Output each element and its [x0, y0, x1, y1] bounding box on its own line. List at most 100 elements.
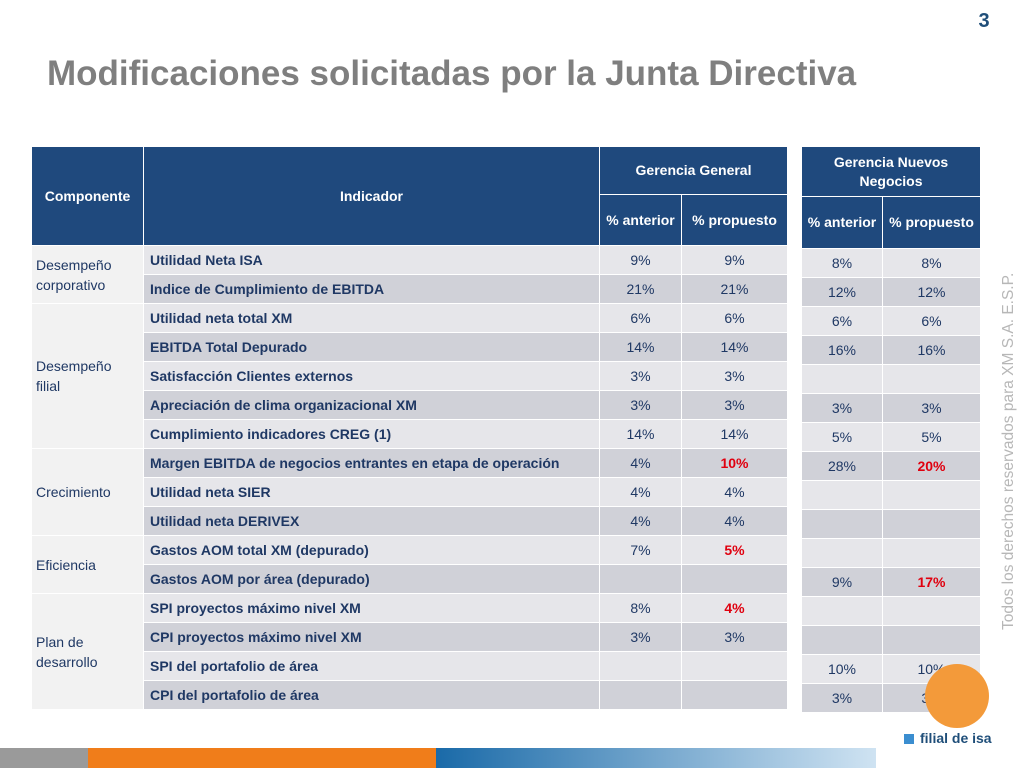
propuesto-cell: 4%	[680, 477, 789, 507]
side-anterior-cell	[801, 625, 883, 655]
side-table: Gerencia Nuevos Negocios % anterior % pr…	[800, 146, 982, 713]
side-anterior-cell	[801, 480, 883, 510]
propuesto-cell	[680, 651, 789, 681]
anterior-cell: 14%	[599, 332, 682, 362]
side-propuesto-cell: 17%	[881, 567, 982, 597]
anterior-cell: 6%	[599, 303, 682, 333]
anterior-cell: 9%	[599, 245, 682, 275]
indicator-cell: Cumplimiento indicadores CREG (1)	[143, 419, 600, 449]
footer-bar-blue	[436, 748, 876, 768]
indicator-cell: Gastos AOM por área (depurado)	[143, 564, 600, 594]
table-row: Desempeño filial Utilidad neta total XM 6%…	[31, 303, 789, 449]
table-row: 28% 20%	[801, 451, 982, 481]
header-indicador: Indicador	[143, 146, 600, 246]
table-row: Eficiencia Gastos AOM total XM (depurado)…	[31, 535, 789, 594]
side-anterior-cell: 12%	[801, 277, 883, 307]
table-row: CPI proyectos máximo nivel XM 3% 3%	[32, 622, 789, 652]
header-anterior: % anterior	[599, 194, 682, 246]
side-propuesto-cell: 8%	[881, 248, 982, 278]
table-row: 8% 8%	[801, 248, 982, 278]
table-row: 12% 12%	[801, 277, 982, 307]
side-propuesto-cell	[881, 538, 982, 568]
indicator-cell: Indice de Cumplimiento de EBITDA	[143, 274, 600, 304]
side-propuesto-cell	[881, 364, 982, 394]
side-table-body: 8% 8% 12% 12% 6% 6% 16% 16% 3% 3% 5% 5% 28% 20% 9% 17% 1…	[801, 248, 982, 713]
table-row: Plan de desarrollo SPI proyectos máximo n…	[31, 593, 789, 710]
anterior-cell: 3%	[599, 390, 682, 420]
table-row: Cumplimiento indicadores CREG (1) 14% 14%	[32, 419, 789, 449]
side-anterior-cell	[801, 596, 883, 626]
table-row	[801, 364, 982, 394]
table-row: 5% 5%	[801, 422, 982, 452]
side-header-propuesto: % propuesto	[881, 196, 982, 249]
anterior-cell: 4%	[599, 477, 682, 507]
table-row: 10% 10%	[801, 654, 982, 684]
logo-text: filial de isa	[920, 730, 992, 746]
propuesto-cell: 9%	[680, 245, 789, 275]
side-propuesto-cell	[881, 596, 982, 626]
anterior-cell: 8%	[599, 593, 682, 623]
propuesto-cell: 4%	[680, 593, 789, 623]
indicator-cell: SPI del portafolio de área	[143, 651, 600, 681]
side-anterior-cell: 3%	[801, 683, 883, 713]
side-propuesto-cell	[881, 625, 982, 655]
anterior-cell: 3%	[599, 622, 682, 652]
table-row: 9% 17%	[801, 567, 982, 597]
side-anterior-cell: 6%	[801, 306, 883, 336]
table-row: Crecimiento Margen EBITDA de negocios ent…	[31, 448, 789, 536]
side-header-anterior: % anterior	[801, 196, 883, 249]
side-anterior-cell	[801, 509, 883, 539]
side-propuesto-cell: 5%	[881, 422, 982, 452]
table-row: Desempeño corporativo Utilidad Neta ISA 9%…	[31, 245, 789, 304]
header-gerencia-general: Gerencia General	[598, 146, 789, 195]
indicator-cell: Utilidad neta DERIVEX	[143, 506, 600, 536]
table-row: Utilidad neta DERIVEX 4% 4%	[32, 506, 789, 536]
indicator-cell: Utilidad neta SIER	[143, 477, 600, 507]
copyright-watermark: Todos los derechos reservados para XM S.…	[1000, 272, 1017, 630]
table-row: Indice de Cumplimiento de EBITDA 21% 21%	[32, 274, 789, 304]
table-row: CPI del portafolio de área	[32, 680, 789, 710]
side-anterior-cell	[801, 538, 883, 568]
side-propuesto-cell	[881, 480, 982, 510]
footer-bar-orange	[88, 748, 436, 768]
side-anterior-cell: 28%	[801, 451, 883, 481]
component-cell: Plan de desarrollo	[31, 593, 144, 710]
table-row	[801, 509, 982, 539]
header-propuesto: % propuesto	[680, 194, 789, 246]
propuesto-cell: 3%	[680, 390, 789, 420]
table-row	[801, 596, 982, 626]
propuesto-cell: 14%	[680, 332, 789, 362]
side-anterior-cell: 8%	[801, 248, 883, 278]
side-propuesto-cell: 16%	[881, 335, 982, 365]
propuesto-cell	[680, 564, 789, 594]
propuesto-cell: 14%	[680, 419, 789, 449]
side-anterior-cell: 5%	[801, 422, 883, 452]
anterior-cell: 4%	[599, 448, 682, 478]
indicator-cell: CPI del portafolio de área	[143, 680, 600, 710]
table-row: SPI del portafolio de área	[32, 651, 789, 681]
page-title: Modificaciones solicitadas por la Junta …	[47, 54, 857, 93]
propuesto-cell: 21%	[680, 274, 789, 304]
anterior-cell: 7%	[599, 535, 682, 565]
table-row	[801, 625, 982, 655]
logo-circle-icon	[925, 664, 989, 728]
propuesto-cell: 10%	[680, 448, 789, 478]
side-anterior-cell	[801, 364, 883, 394]
side-propuesto-cell: 3%	[881, 393, 982, 423]
side-anterior-cell: 10%	[801, 654, 883, 684]
anterior-cell: 4%	[599, 506, 682, 536]
main-table: Componente Indicador Gerencia General % …	[31, 146, 789, 710]
anterior-cell	[599, 651, 682, 681]
footer-bar-gray	[0, 748, 88, 768]
indicator-cell: Gastos AOM total XM (depurado)	[143, 535, 600, 565]
anterior-cell: 14%	[599, 419, 682, 449]
side-propuesto-cell	[881, 509, 982, 539]
table-row: Utilidad neta SIER 4% 4%	[32, 477, 789, 507]
table-row: Satisfacción Clientes externos 3% 3%	[32, 361, 789, 391]
indicator-cell: Utilidad Neta ISA	[143, 245, 600, 275]
side-anterior-cell: 3%	[801, 393, 883, 423]
component-cell: Crecimiento	[31, 448, 144, 536]
table-row: 3%3%	[801, 393, 982, 423]
propuesto-cell: 3%	[680, 622, 789, 652]
indicator-cell: CPI proyectos máximo nivel XM	[143, 622, 600, 652]
